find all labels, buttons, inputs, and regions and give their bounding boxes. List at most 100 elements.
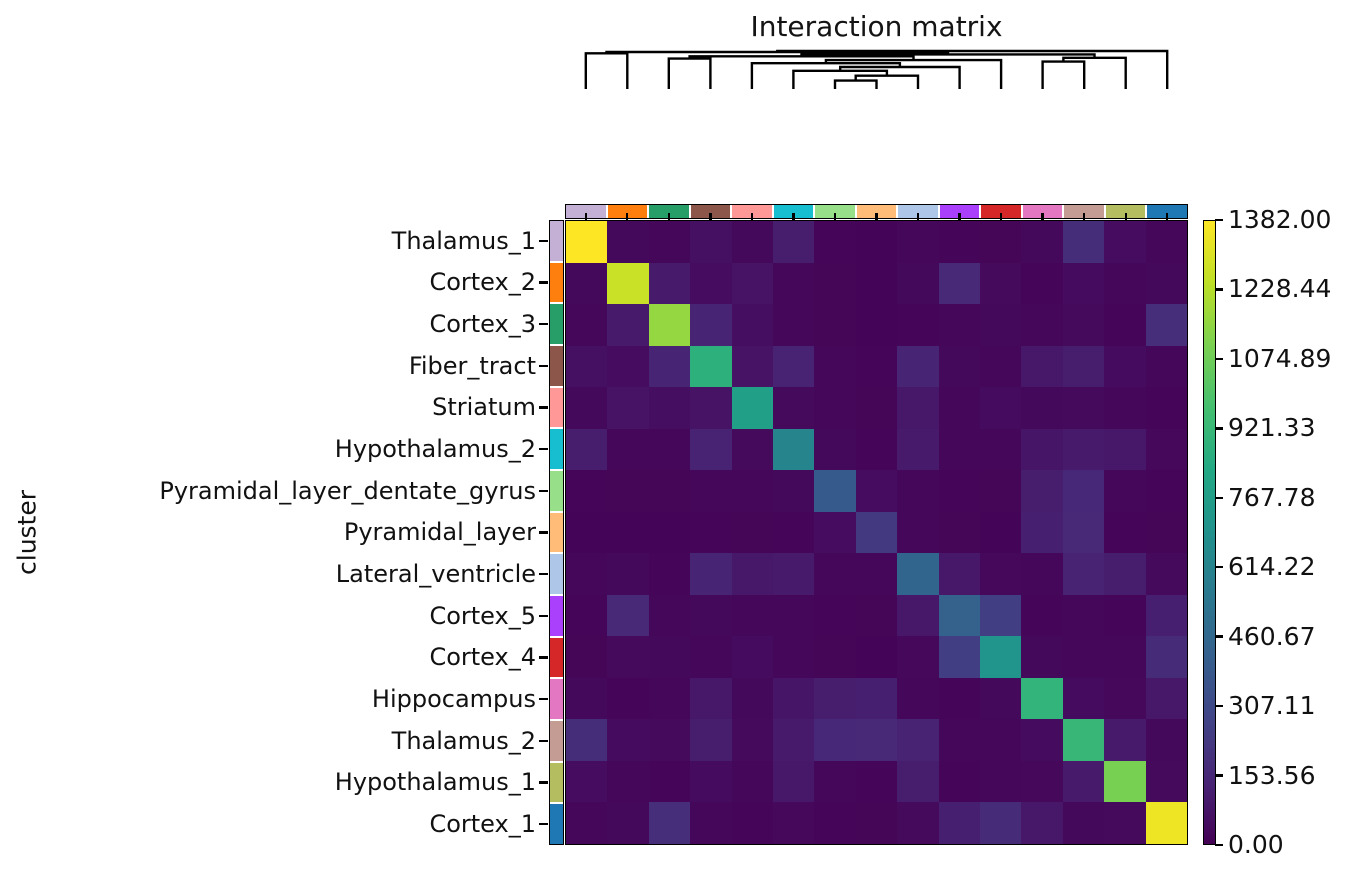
x-axis-tick	[1082, 213, 1086, 221]
heatmap-cell	[773, 594, 815, 637]
heatmap-cell	[690, 636, 732, 678]
x-axis-tick	[916, 213, 920, 221]
row-cluster-swatch	[550, 512, 563, 553]
heatmap-cell	[938, 760, 980, 803]
row-cluster-swatch	[550, 596, 563, 636]
heatmap-cell	[938, 719, 980, 761]
row-label: Pyramidal_layer	[343, 518, 536, 547]
heatmap-cell	[897, 221, 939, 263]
heatmap-cell	[566, 511, 608, 554]
colorbar-tick	[1215, 566, 1223, 569]
heatmap-cell	[980, 511, 1022, 554]
heatmap-cell	[1104, 262, 1146, 305]
heatmap-cell	[773, 345, 815, 388]
column-cluster-swatch	[566, 205, 606, 218]
row-cluster-swatch	[550, 262, 563, 303]
heatmap-cell	[938, 677, 980, 720]
heatmap-cell	[731, 428, 773, 471]
heatmap-cell	[731, 221, 773, 263]
heatmap-cell	[1062, 719, 1105, 761]
heatmap-cell	[1062, 594, 1105, 637]
heatmap-cell	[731, 304, 773, 346]
heatmap-cell	[648, 304, 691, 346]
heatmap-cell	[1021, 428, 1063, 471]
heatmap-cell	[648, 387, 691, 429]
heatmap-cell	[1062, 387, 1105, 429]
x-axis-tick	[875, 213, 878, 221]
heatmap-grid	[565, 220, 1188, 845]
heatmap-cell	[648, 345, 691, 388]
column-cluster-swatch	[815, 205, 855, 218]
heatmap-cell	[1145, 511, 1187, 554]
heatmap-cell	[1062, 304, 1105, 346]
heatmap-cell	[1021, 553, 1063, 595]
heatmap-cell	[1104, 719, 1146, 761]
heatmap-cell	[566, 719, 608, 761]
heatmap-cell	[814, 470, 856, 512]
heatmap-cell	[648, 802, 691, 844]
heatmap-cell	[731, 760, 773, 803]
y-axis-tick	[539, 281, 548, 284]
heatmap-cell	[566, 428, 608, 471]
y-axis-tick	[539, 739, 548, 743]
x-axis-tick	[999, 213, 1003, 221]
heatmap-cell	[938, 262, 980, 305]
heatmap-cell	[855, 470, 898, 512]
heatmap-cell	[1104, 594, 1146, 637]
heatmap-cell	[773, 511, 815, 554]
y-axis-tick	[539, 447, 548, 451]
heatmap-cell	[814, 553, 856, 595]
x-axis-tick	[1124, 213, 1127, 221]
heatmap-cell	[1062, 760, 1105, 803]
x-axis-tick	[750, 213, 754, 221]
heatmap-cell	[607, 221, 649, 263]
heatmap-cell	[1145, 677, 1187, 720]
heatmap-cell	[855, 511, 898, 554]
column-cluster-swatch	[1147, 205, 1187, 218]
colorbar-tick-label: 614.22	[1228, 552, 1316, 582]
heatmap-cell	[980, 304, 1022, 346]
heatmap-cell	[938, 221, 980, 263]
heatmap-cell	[1145, 553, 1187, 595]
heatmap-cell	[648, 428, 691, 471]
heatmap-cell	[648, 262, 691, 305]
y-axis-tick	[539, 364, 548, 368]
heatmap-cell	[648, 221, 691, 263]
heatmap-cell	[731, 345, 773, 388]
heatmap-cell	[566, 553, 608, 595]
heatmap-cell	[690, 594, 732, 637]
heatmap-cell	[1104, 511, 1146, 554]
heatmap-cell	[814, 387, 856, 429]
heatmap-cell	[814, 262, 856, 305]
heatmap-cell	[897, 345, 939, 388]
heatmap-cell	[1145, 262, 1187, 305]
heatmap-cell	[1021, 719, 1063, 761]
x-axis-tick	[626, 213, 629, 221]
heatmap-cell	[648, 677, 691, 720]
heatmap-cell	[980, 262, 1022, 305]
y-axis-tick	[539, 406, 548, 409]
heatmap-cell	[690, 470, 732, 512]
heatmap-cell	[1021, 221, 1063, 263]
heatmap-cell	[897, 553, 939, 595]
heatmap-cell	[1062, 511, 1105, 554]
heatmap-cell	[1145, 594, 1187, 637]
heatmap-cell	[938, 470, 980, 512]
heatmap-cell	[1104, 304, 1146, 346]
heatmap-cell	[773, 760, 815, 803]
heatmap-cell	[690, 760, 732, 803]
column-cluster-color-strip	[565, 204, 1188, 219]
heatmap-cell	[566, 304, 608, 346]
heatmap-cell	[648, 594, 691, 637]
heatmap-cell	[855, 387, 898, 429]
heatmap-cell	[855, 594, 898, 637]
x-axis-tick	[958, 213, 961, 221]
heatmap-cell	[731, 802, 773, 844]
heatmap-cell	[566, 470, 608, 512]
row-label: Cortex_4	[429, 643, 536, 672]
colorbar-tick-label: 307.11	[1228, 691, 1316, 721]
heatmap-cell	[855, 719, 898, 761]
heatmap-cell	[607, 594, 649, 637]
heatmap-cell	[855, 221, 898, 263]
